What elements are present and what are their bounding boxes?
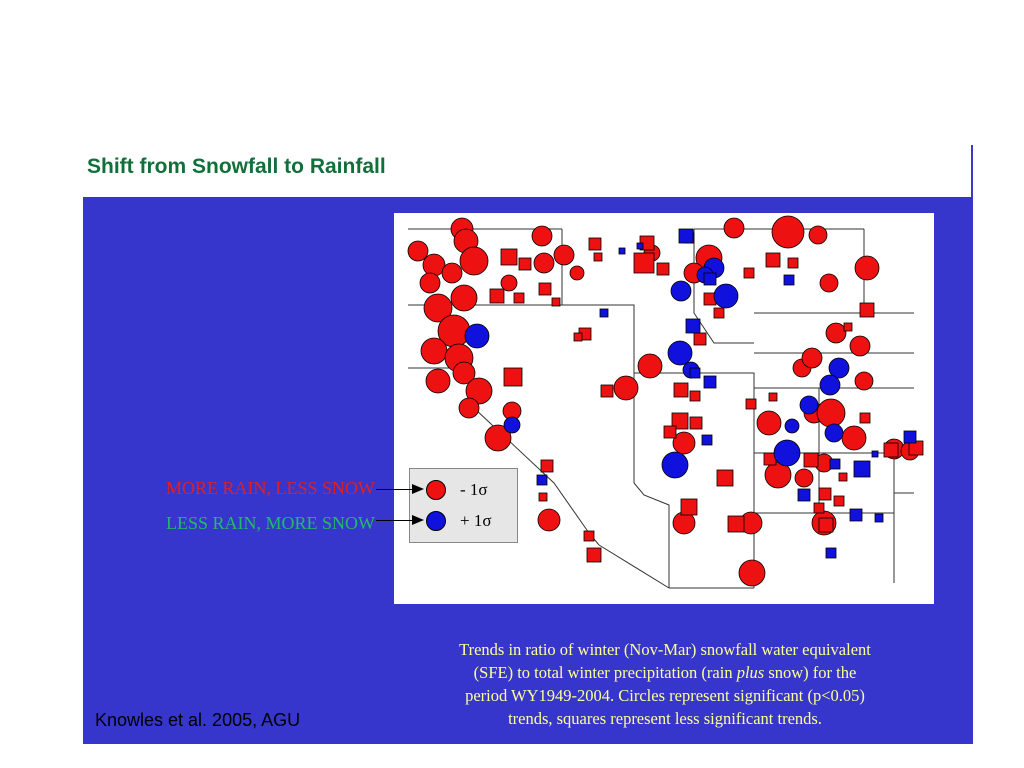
decrease-square-markers (489, 232, 924, 563)
more-rain-label: MORE RAIN, LESS SNOW (165, 478, 375, 498)
caption-emphasis: plus (736, 663, 765, 682)
caption-line-2a: (SFE) to total winter precipitation (rai… (473, 663, 737, 682)
caption-line-4: trends, squares represent less significa… (508, 709, 822, 728)
increase-markers (464, 257, 850, 479)
more-rain-arrow-line (376, 489, 412, 490)
caption-line-2b: snow) for the (764, 663, 857, 682)
legend-decrease-item: - 1σ (426, 479, 488, 501)
less-rain-label: LESS RAIN, MORE SNOW (165, 513, 375, 533)
citation: Knowles et al. 2005, AGU (95, 710, 301, 730)
red-circle-icon (426, 480, 446, 500)
legend-increase-text: + 1σ (460, 511, 492, 530)
less-rain-arrow-line (376, 520, 412, 521)
slide-title: Shift from Snowfall to Rainfall (87, 155, 386, 178)
title-divider (971, 145, 973, 197)
legend-decrease-text: - 1σ (460, 480, 488, 499)
figure-caption: Trends in ratio of winter (Nov-Mar) snow… (395, 638, 935, 730)
arrow-right-icon (412, 484, 424, 494)
map-svg (407, 215, 924, 589)
legend-box: - 1σ + 1σ (409, 468, 518, 543)
increase-square-markers (536, 228, 917, 559)
western-us-trend-map (394, 213, 934, 604)
caption-line-1: Trends in ratio of winter (Nov-Mar) snow… (459, 640, 871, 659)
caption-line-2: (SFE) to total winter precipitation (rai… (395, 661, 935, 684)
caption-line-3: period WY1949-2004. Circles represent si… (465, 686, 865, 705)
legend-increase-item: + 1σ (426, 510, 492, 532)
blue-circle-icon (426, 511, 446, 531)
arrow-right-icon (412, 515, 424, 525)
